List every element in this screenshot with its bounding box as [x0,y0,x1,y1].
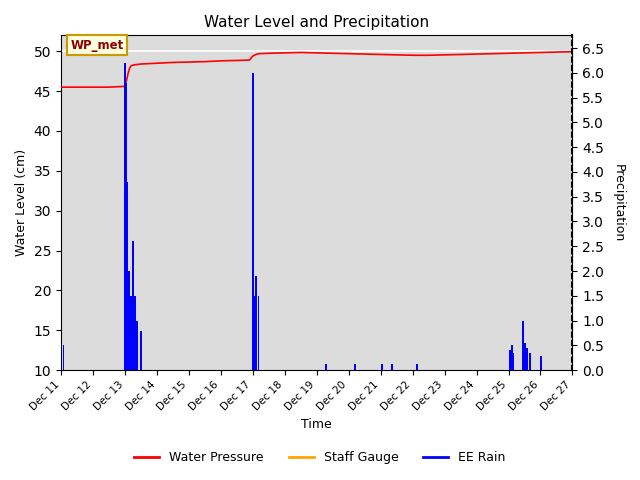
Bar [124,63,126,370]
Bar [252,73,253,370]
Bar [140,331,142,370]
Bar [128,271,130,370]
Bar [255,276,257,370]
Bar [381,364,383,370]
Bar [253,296,255,370]
Y-axis label: Water Level (cm): Water Level (cm) [15,149,28,256]
Bar [511,346,513,370]
Bar [417,364,419,370]
Bar [509,350,511,370]
Bar [130,296,132,370]
Bar [132,241,134,370]
Bar [540,356,542,370]
Bar [127,182,129,370]
Bar [391,364,393,370]
Bar [136,321,138,370]
Legend: Water Pressure, Staff Gauge, EE Rain: Water Pressure, Staff Gauge, EE Rain [129,446,511,469]
Bar [354,364,356,370]
Bar [524,343,526,370]
Bar [526,348,528,370]
Bar [513,353,515,370]
X-axis label: Time: Time [301,419,332,432]
Bar [134,296,136,370]
Y-axis label: Precipitation: Precipitation [612,164,625,242]
Bar [63,346,65,370]
Text: WP_met: WP_met [70,39,124,52]
Bar [522,321,524,370]
Bar [125,83,127,370]
Bar [257,296,259,370]
Title: Water Level and Precipitation: Water Level and Precipitation [204,15,429,30]
Bar [325,364,327,370]
Bar [529,353,531,370]
